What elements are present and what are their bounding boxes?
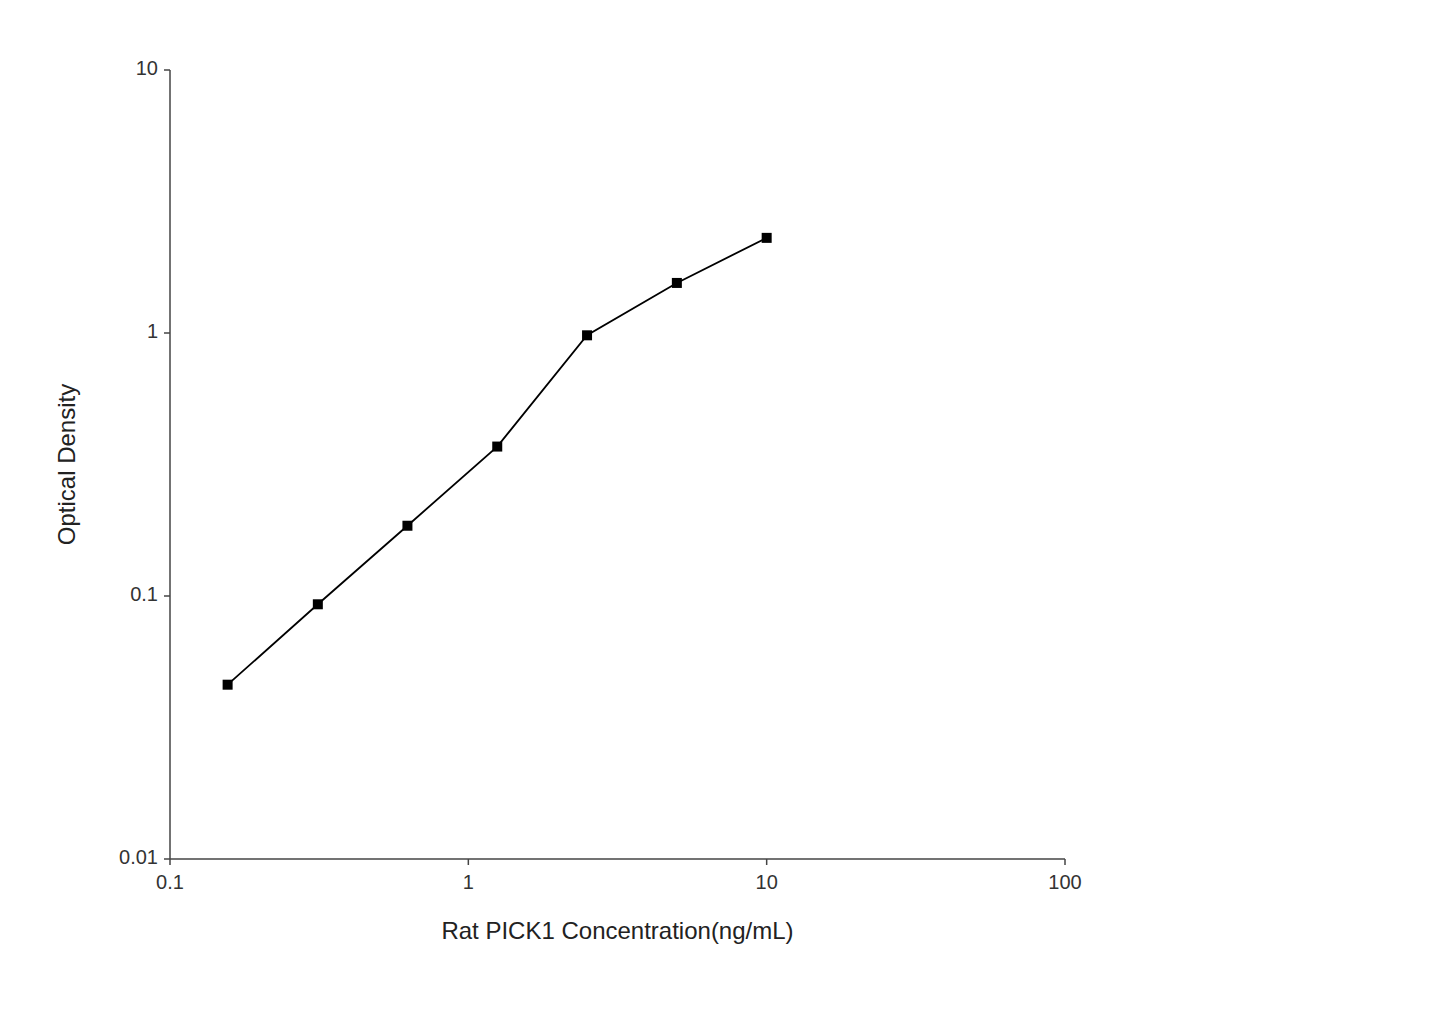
- y-axis-line: [169, 70, 171, 859]
- marker: [402, 521, 412, 531]
- chart-svg: 0.1 1 10 100 0.01 0.1 1 10 Rat PICK1 Concentrati…: [0, 0, 1445, 1009]
- x-axis-line: [170, 858, 1065, 860]
- x-tick-label: 0.1: [156, 871, 184, 893]
- y-tick-label: 1: [147, 320, 158, 342]
- marker: [492, 442, 502, 452]
- y-axis-label: Optical Density: [53, 384, 80, 545]
- x-tick-label: 1: [463, 871, 474, 893]
- x-tick: [468, 859, 470, 865]
- y-tick: [164, 69, 170, 71]
- x-tick: [766, 859, 768, 865]
- marker: [313, 599, 323, 609]
- series: [223, 233, 772, 690]
- x-tick-label: 100: [1048, 871, 1081, 893]
- y-tick-label: 0.1: [130, 583, 158, 605]
- marker: [223, 680, 233, 690]
- x-tick: [1064, 859, 1066, 865]
- marker: [672, 278, 682, 288]
- line: [228, 238, 767, 685]
- y-tick: [164, 595, 170, 597]
- x-tick-label: 10: [756, 871, 778, 893]
- axes: 0.1 1 10 100 0.01 0.1 1 10: [119, 57, 1082, 893]
- y-tick: [164, 858, 170, 860]
- x-axis-label: Rat PICK1 Concentration(ng/mL): [441, 917, 793, 944]
- chart-container: 0.1 1 10 100 0.01 0.1 1 10 Rat PICK1 Concentrati…: [0, 0, 1445, 1009]
- marker: [762, 233, 772, 243]
- x-tick: [169, 859, 171, 865]
- y-tick: [164, 332, 170, 334]
- y-tick-label: 0.01: [119, 846, 158, 868]
- marker: [582, 330, 592, 340]
- y-tick-label: 10: [136, 57, 158, 79]
